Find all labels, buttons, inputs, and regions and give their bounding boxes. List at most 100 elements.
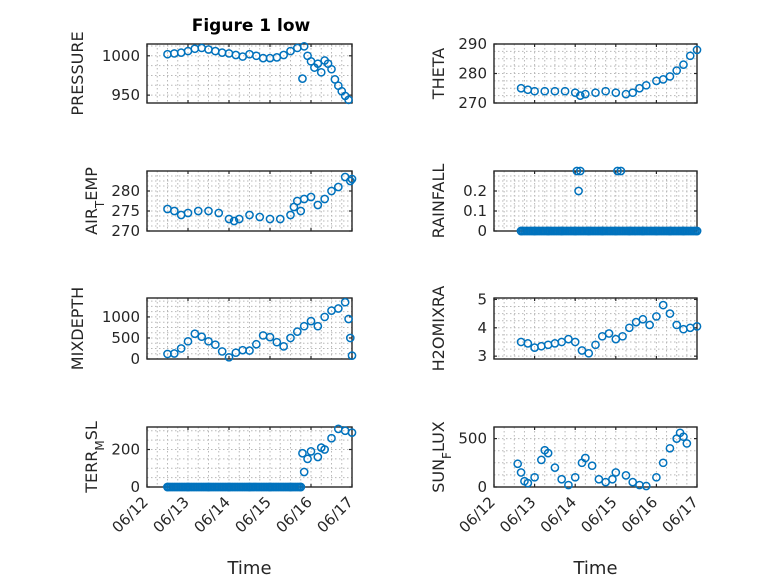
data-point: [513, 459, 523, 469]
data-point: [183, 208, 193, 218]
data-point: [265, 214, 275, 224]
axes-frame: [493, 426, 698, 488]
data-point: [299, 321, 309, 331]
data-point: [540, 86, 550, 96]
data-point: [347, 351, 357, 360]
axes-frame: [146, 170, 353, 232]
data-point: [665, 72, 675, 81]
y-tick-label: 270: [458, 94, 487, 112]
data-point: [313, 452, 323, 462]
y-axis-label-part: RAINFALL: [429, 164, 448, 239]
panel-rainfall: 0 0.1 0.2 RAINFALL: [429, 164, 702, 240]
data-point: [587, 461, 597, 471]
data-point: [298, 448, 307, 458]
data-point: [550, 463, 560, 472]
data-point: [679, 226, 688, 236]
data-point: [245, 346, 254, 355]
y-axis-label-part: THETA: [429, 48, 448, 100]
data-point: [523, 478, 533, 488]
x-tick-label: 06/17: [314, 493, 357, 536]
data-point: [530, 86, 539, 96]
data-point: [193, 206, 203, 216]
y-tick-label: 280: [111, 182, 140, 200]
data-point: [692, 322, 702, 331]
data-point: [286, 333, 295, 343]
y-tick-label: 275: [111, 202, 140, 220]
y-axis-label-part: M: [93, 440, 107, 450]
y-tick-label: 3: [477, 347, 487, 365]
data-point: [345, 333, 355, 343]
data-point: [279, 50, 289, 60]
data-point: [591, 88, 600, 98]
data-point: [560, 86, 570, 96]
data-point: [330, 75, 340, 84]
data-point: [550, 86, 560, 96]
data-point: [245, 482, 254, 492]
y-tick-label: 0.1: [463, 202, 487, 220]
axes-frame: [146, 297, 353, 360]
data-point: [306, 316, 316, 326]
data-point: [306, 192, 316, 202]
x-tick-label: 06/12: [109, 493, 152, 536]
data-point: [197, 332, 207, 342]
data-point: [621, 471, 631, 480]
data-point: [327, 186, 336, 196]
data-point: [320, 445, 330, 454]
data-point: [557, 474, 567, 484]
data-point: [604, 329, 614, 338]
data-point: [292, 327, 302, 337]
y-axis-label-part: F: [440, 452, 454, 459]
x-axis-label: Time: [226, 558, 271, 579]
y-tick-label: 5: [477, 290, 487, 308]
data-point: [217, 48, 227, 58]
y-tick-label: 0: [130, 478, 140, 496]
y-tick-label: 1000: [102, 47, 140, 65]
data-point: [255, 212, 265, 222]
y-tick-label: 1000: [102, 308, 140, 326]
data-point: [265, 482, 275, 492]
data-point: [611, 88, 621, 98]
data-point: [638, 226, 648, 236]
panel-h2omixra: 3 4 5 H2OMIXRA: [429, 286, 702, 371]
data-point: [292, 43, 302, 53]
y-tick-label: 0: [477, 478, 487, 496]
data-point: [679, 324, 688, 334]
data-point: [613, 166, 622, 176]
data-point: [537, 455, 546, 465]
data-point: [679, 432, 688, 442]
data-point: [601, 86, 611, 96]
data-point: [340, 297, 350, 307]
y-tick-label: 290: [458, 35, 487, 53]
panel-terr_msl: 0200TERRMSL06/1206/1306/1406/1506/1606/1…: [82, 421, 357, 579]
data-point: [652, 226, 661, 236]
data-point: [575, 166, 585, 176]
y-axis-label-part: SL: [82, 421, 101, 440]
data-point: [652, 472, 661, 482]
data-point: [298, 74, 307, 83]
data-point: [557, 226, 567, 236]
y-tick-label: 280: [458, 65, 487, 83]
x-axis-label: Time: [572, 558, 617, 579]
data-point: [204, 482, 213, 492]
data-point: [163, 482, 172, 492]
data-point: [679, 60, 688, 70]
data-point: [169, 206, 179, 216]
data-point: [347, 428, 357, 437]
data-point: [303, 454, 312, 464]
data-point: [641, 481, 651, 491]
data-point: [584, 226, 594, 236]
data-point: [608, 474, 617, 484]
data-point: [234, 214, 244, 224]
axes-frame: [493, 297, 698, 360]
data-point: [624, 226, 634, 236]
data-point: [313, 200, 323, 210]
data-point: [299, 42, 309, 51]
y-tick-label: 500: [111, 329, 140, 347]
data-point: [313, 321, 323, 331]
x-tick-label: 06/15: [577, 493, 620, 536]
panel-pressure: 950 1000 PRESSURE: [68, 31, 353, 116]
data-point: [665, 226, 675, 236]
data-point: [570, 226, 580, 236]
